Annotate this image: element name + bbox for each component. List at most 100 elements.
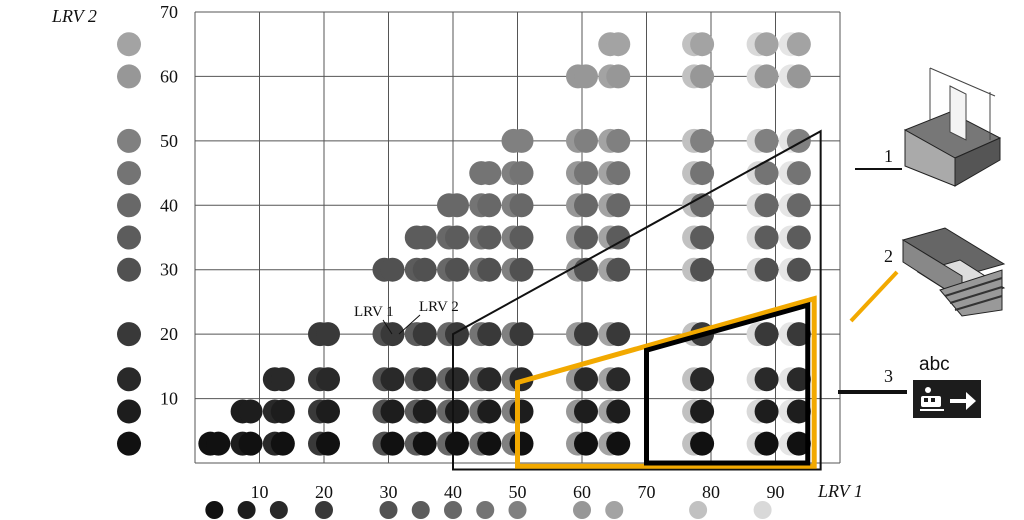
x-tick-label: 20 — [315, 482, 333, 502]
data-point-pair — [262, 399, 295, 424]
data-point-lrv2 — [380, 257, 405, 282]
data-point-lrv2 — [412, 399, 437, 424]
data-point-pair — [746, 64, 779, 89]
data-point-pair — [778, 367, 811, 392]
data-point-lrv2 — [574, 431, 598, 456]
data-point-pair — [778, 399, 811, 424]
zone-1-label: 1 — [884, 146, 893, 166]
data-point-lrv2 — [380, 322, 405, 347]
zones — [452, 129, 822, 471]
data-point-lrv2 — [445, 225, 469, 250]
data-point-lrv2 — [574, 367, 598, 392]
annotation-lrv2: LRV 2 — [419, 299, 459, 315]
data-point-pair — [778, 161, 811, 186]
x-tick-label: 60 — [573, 482, 591, 502]
data-point-lrv2 — [786, 193, 811, 218]
data-point-lrv2 — [238, 431, 263, 456]
data-point-lrv2 — [509, 399, 534, 424]
data-point-pair — [682, 431, 715, 456]
data-point-lrv2 — [270, 367, 295, 392]
zone-2-label: 2 — [884, 246, 893, 266]
data-point-lrv2 — [754, 128, 779, 153]
data-point-lrv2 — [445, 257, 469, 282]
data-point-lrv2 — [690, 225, 715, 250]
data-point-lrv2 — [574, 225, 598, 250]
x-scale-swatch — [237, 501, 256, 519]
data-point-lrv2 — [786, 225, 811, 250]
data-point-lrv2 — [477, 193, 502, 218]
x-scale-swatches — [205, 501, 772, 519]
data-point-lrv2 — [412, 225, 437, 250]
room-door-illustration — [903, 67, 1002, 187]
data-point-pair — [746, 399, 779, 424]
y-scale-swatch — [117, 431, 141, 456]
data-point-pair — [372, 367, 405, 392]
data-point-pair — [469, 431, 502, 456]
data-point-lrv2 — [316, 431, 340, 456]
data-point-pair — [598, 367, 631, 392]
data-point-pair — [598, 32, 631, 57]
data-point-lrv2 — [477, 161, 502, 186]
x-axis-title: LRV 1 — [817, 481, 863, 501]
data-point-pair — [598, 399, 631, 424]
data-point-lrv2 — [754, 322, 779, 347]
data-point-pair — [501, 322, 534, 347]
data-point-pair — [437, 257, 469, 282]
y-scale-swatch — [117, 399, 141, 424]
tick-labels: 10 20 30 40 50 60 70 80 90 10 20 30 40 50 60 70 — [160, 2, 785, 502]
data-point-lrv2 — [754, 193, 779, 218]
x-scale-swatch — [269, 501, 288, 519]
data-point-pair — [469, 322, 502, 347]
data-point-lrv2 — [270, 399, 295, 424]
data-point-lrv2 — [606, 367, 631, 392]
zone-3-outline — [644, 301, 811, 466]
data-point-lrv2 — [412, 431, 437, 456]
data-point-pair — [746, 32, 779, 57]
data-point-lrv2 — [316, 399, 340, 424]
y-tick-label: 10 — [160, 389, 178, 409]
data-point-lrv2 — [509, 128, 534, 153]
data-point-lrv2 — [445, 399, 469, 424]
data-point-lrv2 — [754, 367, 779, 392]
data-point-lrv2 — [574, 193, 598, 218]
data-point-pair — [262, 431, 295, 456]
data-point-pair — [778, 193, 811, 218]
data-point-lrv2 — [412, 257, 437, 282]
y-tick-label: 60 — [160, 66, 178, 86]
data-point-pair — [778, 64, 811, 89]
data-point-pair — [682, 128, 715, 153]
data-point-pair — [746, 193, 779, 218]
zone-2-outline — [515, 295, 817, 469]
x-tick-label: 50 — [509, 482, 527, 502]
data-point-pair — [746, 367, 779, 392]
data-point-pair — [262, 367, 295, 392]
data-point-lrv2 — [786, 257, 811, 282]
data-point-pair — [598, 257, 631, 282]
data-point-pair — [598, 322, 631, 347]
data-point-lrv2 — [690, 161, 715, 186]
x-tick-label: 70 — [638, 482, 656, 502]
x-scale-swatch — [605, 501, 624, 519]
data-point-pair — [566, 193, 598, 218]
data-point-lrv2 — [412, 367, 437, 392]
data-point-lrv2 — [606, 193, 631, 218]
data-point-pair — [566, 128, 598, 153]
data-point-lrv2 — [477, 225, 502, 250]
data-point-pair — [308, 322, 340, 347]
exit-sign: abc — [913, 354, 981, 418]
data-point-pair — [566, 161, 598, 186]
data-point-lrv2 — [606, 128, 631, 153]
data-point-lrv2 — [574, 128, 598, 153]
y-scale-swatch — [117, 161, 141, 186]
data-point-pair — [501, 128, 534, 153]
y-scale-swatch — [117, 367, 141, 392]
zone-2-leader — [849, 270, 899, 323]
data-point-pair — [566, 431, 598, 456]
data-point-lrv2 — [574, 399, 598, 424]
data-point-lrv2 — [316, 322, 340, 347]
x-tick-label: 40 — [444, 482, 462, 502]
data-point-pair — [598, 128, 631, 153]
data-point-pair — [566, 399, 598, 424]
sign-text: abc — [919, 354, 950, 375]
data-point-pair — [598, 193, 631, 218]
